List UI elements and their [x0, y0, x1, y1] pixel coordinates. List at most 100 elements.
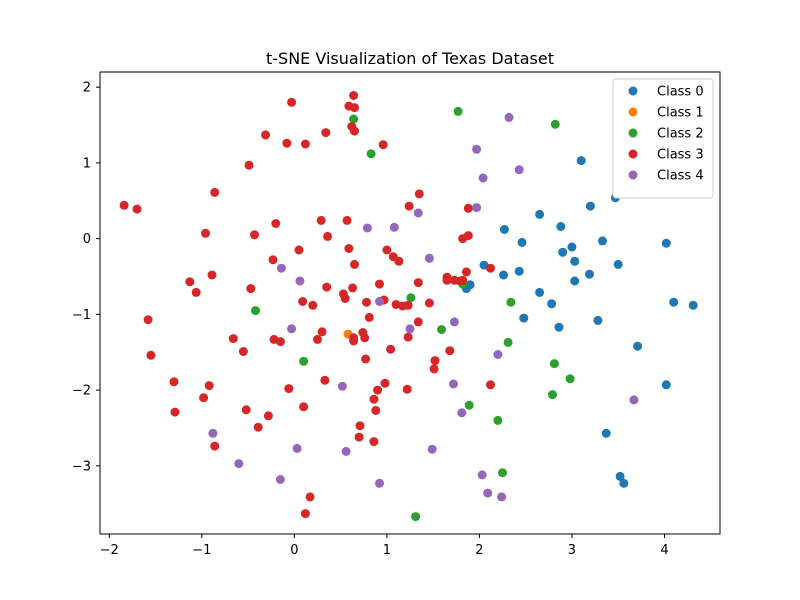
data-point	[615, 471, 625, 481]
data-point	[504, 112, 514, 122]
data-point	[350, 103, 359, 113]
data-point	[414, 189, 424, 199]
data-point	[250, 230, 259, 240]
data-point	[472, 203, 482, 213]
data-point	[349, 91, 359, 100]
y-tick-label: −3	[72, 459, 91, 474]
data-point	[661, 238, 671, 248]
data-point	[253, 422, 263, 432]
data-point	[519, 313, 529, 323]
data-point	[556, 222, 566, 231]
data-point	[424, 298, 434, 308]
data-point	[321, 128, 331, 138]
data-point	[300, 509, 310, 519]
data-point	[389, 222, 399, 232]
data-point	[360, 333, 370, 343]
data-point	[282, 138, 292, 148]
y-tick-label: −1	[72, 308, 91, 323]
data-point	[350, 126, 359, 136]
data-point	[313, 334, 322, 344]
data-point	[601, 428, 611, 438]
data-point	[458, 275, 468, 285]
data-point	[170, 407, 180, 417]
data-point	[424, 253, 434, 263]
data-point	[287, 324, 297, 334]
data-point	[355, 421, 365, 431]
x-tick-label: −2	[100, 543, 119, 558]
data-point	[403, 332, 413, 342]
data-point	[354, 432, 364, 442]
data-point	[486, 263, 495, 273]
legend-label: Class 0	[657, 85, 704, 100]
y-tick-label: −2	[72, 384, 91, 399]
data-point	[445, 346, 455, 356]
data-point	[241, 405, 251, 415]
data-point	[199, 393, 209, 403]
data-point	[449, 317, 459, 327]
data-point	[210, 441, 220, 451]
data-point	[613, 259, 623, 269]
legend-label: Class 1	[657, 106, 704, 121]
data-point	[570, 256, 580, 266]
x-tick-label: 3	[568, 543, 576, 558]
data-point	[453, 106, 463, 116]
data-point	[506, 297, 516, 307]
series-class-0	[461, 156, 698, 488]
data-point	[558, 247, 568, 257]
x-tick-label: 1	[383, 543, 391, 558]
data-point	[344, 244, 354, 253]
legend-label: Class 3	[657, 148, 704, 163]
data-point	[429, 364, 439, 374]
data-point	[633, 341, 643, 351]
x-tick-label: 0	[290, 543, 298, 558]
data-point	[619, 478, 629, 488]
chart-title: t-SNE Visualization of Texas Dataset	[266, 49, 554, 68]
data-point	[499, 270, 508, 280]
data-point	[567, 242, 577, 252]
data-point	[201, 228, 210, 238]
data-point	[411, 512, 421, 522]
data-point	[263, 411, 273, 421]
legend-label: Class 4	[657, 169, 704, 184]
data-point	[295, 276, 305, 286]
data-point	[437, 325, 446, 334]
data-point	[554, 322, 564, 332]
data-point	[457, 408, 467, 418]
data-point	[483, 488, 493, 498]
data-point	[688, 300, 698, 310]
data-point	[375, 478, 384, 488]
data-point	[169, 377, 179, 387]
y-axis: −3 −2 −1 0 1 2	[72, 81, 100, 474]
data-point	[146, 350, 156, 360]
data-point	[322, 282, 332, 292]
data-point	[477, 470, 487, 480]
data-point	[299, 402, 309, 412]
data-point	[337, 381, 347, 391]
data-point	[478, 173, 488, 183]
data-point	[413, 317, 423, 327]
data-point	[317, 327, 327, 337]
data-point	[294, 245, 304, 255]
data-point	[517, 237, 527, 247]
data-point	[284, 384, 294, 394]
data-point	[535, 209, 545, 219]
data-point	[629, 395, 639, 405]
data-point	[463, 231, 473, 241]
points-layer	[119, 91, 698, 522]
data-point	[386, 344, 396, 354]
data-point	[593, 315, 603, 325]
data-point	[234, 459, 244, 469]
data-point	[299, 356, 309, 366]
legend-marker	[628, 170, 638, 180]
data-point	[598, 236, 607, 246]
data-point	[547, 299, 557, 309]
data-point	[549, 359, 559, 369]
data-point	[271, 219, 281, 228]
data-point	[210, 187, 220, 197]
data-point	[208, 428, 218, 438]
data-point	[503, 337, 513, 347]
data-point	[305, 492, 315, 502]
data-point	[585, 201, 595, 211]
legend: Class 0 Class 1 Class 2 Class 3 Class 4	[612, 78, 714, 199]
data-point	[550, 119, 560, 129]
